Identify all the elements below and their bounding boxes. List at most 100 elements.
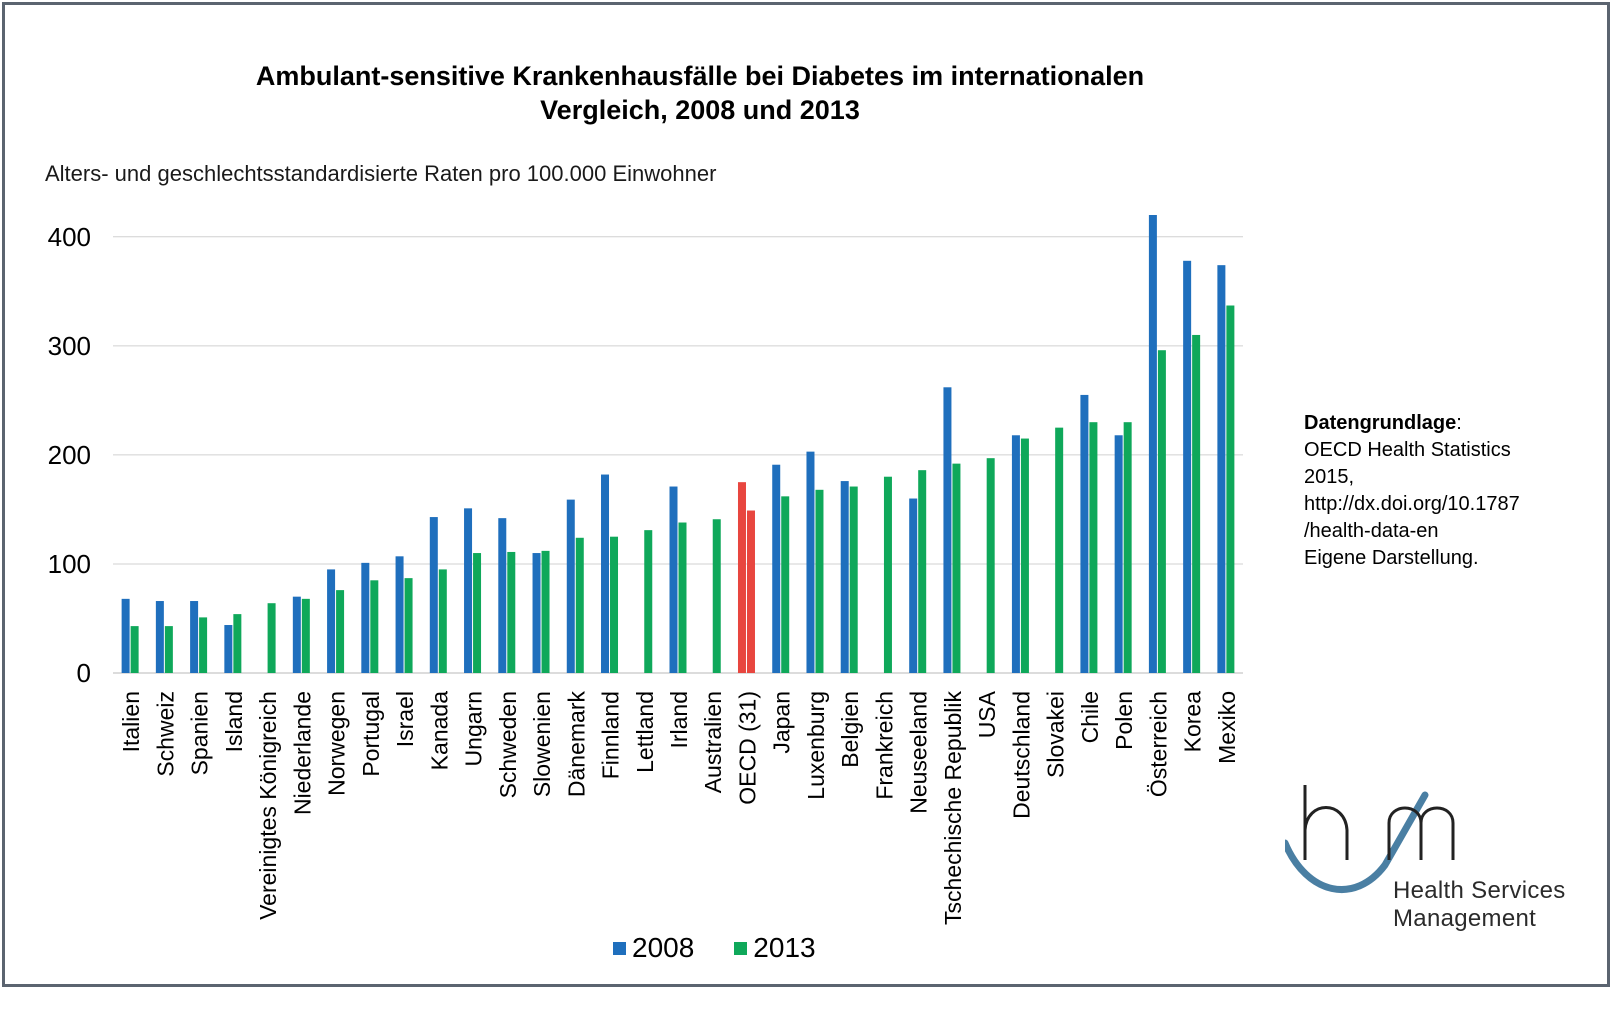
x-tick-label: Australien — [700, 691, 726, 793]
bar-2008-14 — [601, 474, 610, 673]
x-tick-label: USA — [974, 690, 1000, 738]
source-line-2: 2015, — [1304, 466, 1355, 488]
bar-2008-31 — [1183, 260, 1192, 673]
x-tick-label: Schweiz — [152, 691, 178, 777]
bar-2008-29 — [1114, 435, 1123, 673]
bar-2013-13 — [575, 537, 584, 673]
chart-title: Ambulant-sensitive Krankenhausfälle bei … — [155, 59, 1245, 127]
hsm-logo-mark — [1281, 785, 1455, 893]
bar-2013-3 — [233, 614, 242, 673]
bar-2013-12 — [541, 550, 550, 673]
bar-2008-10 — [464, 508, 473, 673]
source-label: Datengrundlage — [1304, 412, 1457, 434]
x-tick-label: Neuseeland — [906, 691, 932, 814]
y-tick-label: 200 — [48, 440, 91, 470]
x-tick-label: Österreich — [1145, 691, 1171, 797]
bar-2008-1 — [155, 601, 164, 673]
bar-2013-14 — [610, 536, 619, 673]
x-tick-label: Polen — [1111, 691, 1137, 750]
x-tick-label: Tschechische Republik — [940, 691, 966, 925]
bar-2013-1 — [164, 626, 173, 673]
x-tick-label: Italien — [118, 691, 144, 752]
data-source-note: Datengrundlage: OECD Health Statistics 2… — [1304, 410, 1564, 572]
x-tick-label: Mexiko — [1214, 691, 1240, 764]
bar-2008-28 — [1080, 394, 1089, 673]
x-tick-label: OECD (31) — [734, 691, 760, 805]
x-tick-label: Niederlande — [289, 691, 315, 815]
chart-title-line-2: Vergleich, 2008 und 2013 — [540, 95, 860, 125]
logo-line-2: Management — [1393, 905, 1537, 932]
bar-2013-7 — [370, 580, 379, 673]
bar-2013-31 — [1192, 334, 1201, 673]
x-tick-label: Kanada — [426, 691, 452, 771]
bar-2013-17 — [712, 519, 721, 673]
source-line-1: OECD Health Statistics — [1304, 439, 1511, 461]
bar-2013-30 — [1157, 350, 1166, 673]
x-tick-label: Slowenien — [529, 691, 555, 797]
bar-2008-30 — [1148, 215, 1157, 673]
chart-frame: Ambulant-sensitive Krankenhausfälle bei … — [2, 2, 1610, 987]
bar-2013-29 — [1123, 422, 1132, 673]
bar-2013-0 — [130, 626, 139, 673]
bar-2013-11 — [507, 551, 516, 673]
bar-2013-20 — [815, 489, 824, 673]
bar-2008-21 — [840, 481, 849, 673]
x-tick-label: Portugal — [358, 691, 384, 777]
bar-2013-27 — [1055, 427, 1064, 673]
x-tick-label: Irland — [666, 691, 692, 749]
bar-2013-19 — [781, 496, 790, 673]
bar-2013-18 — [746, 510, 755, 673]
bar-2013-4 — [267, 603, 276, 673]
bar-2008-18 — [737, 482, 746, 673]
x-tick-label: Slovakei — [1043, 691, 1069, 778]
bar-2008-32 — [1217, 265, 1226, 673]
bar-2008-24 — [943, 387, 952, 673]
bar-2008-12 — [532, 553, 541, 673]
bar-2013-32 — [1226, 305, 1235, 673]
y-tick-label: 100 — [48, 549, 91, 579]
x-tick-label: Finnland — [598, 691, 624, 779]
bar-2008-23 — [909, 498, 918, 673]
bar-2013-6 — [336, 590, 345, 673]
bar-2013-22 — [883, 476, 892, 673]
bar-2013-28 — [1089, 422, 1098, 673]
bar-2013-9 — [438, 569, 447, 673]
bar-2008-7 — [361, 562, 370, 673]
legend-label-2008: 2008 — [632, 932, 695, 963]
chart-subtitle: Alters- und geschlechtsstandardisierte R… — [45, 161, 717, 186]
legend-swatch-2013 — [734, 941, 748, 955]
x-tick-label: Lettland — [632, 691, 658, 773]
source-line-3: http://dx.doi.org/10.1787 — [1304, 493, 1520, 515]
bar-2008-6 — [327, 569, 336, 673]
bar-2013-8 — [404, 578, 413, 673]
bar-2008-2 — [190, 601, 199, 673]
bar-2013-2 — [199, 617, 208, 673]
chart-title-line-1: Ambulant-sensitive Krankenhausfälle bei … — [255, 61, 1145, 91]
bar-2013-24 — [952, 463, 961, 673]
legend-item-2008: 2008 — [613, 932, 694, 964]
bar-2013-10 — [473, 553, 482, 673]
x-tick-label: Chile — [1077, 691, 1103, 743]
source-colon: : — [1456, 412, 1462, 434]
y-tick-label: 0 — [77, 658, 91, 688]
bar-2008-8 — [395, 556, 404, 673]
bar-2013-16 — [678, 522, 687, 673]
y-tick-label: 300 — [48, 331, 91, 361]
bar-2013-15 — [644, 530, 653, 673]
logo-line-1: Health Services — [1393, 877, 1566, 904]
x-tick-label: Israel — [392, 691, 418, 747]
source-line-5: Eigene Darstellung. — [1304, 547, 1479, 569]
bar-2008-9 — [429, 517, 438, 673]
x-tick-label: Dänemark — [563, 691, 589, 798]
y-tick-label: 400 — [48, 222, 91, 252]
bar-2008-5 — [292, 596, 301, 673]
x-tick-label: Island — [221, 691, 247, 752]
x-tick-label: Schweden — [495, 691, 521, 798]
x-tick-label: Norwegen — [324, 691, 350, 796]
bar-2008-19 — [772, 464, 781, 673]
x-tick-label: Deutschland — [1008, 691, 1034, 819]
bar-chart: 0 100 200 300 400 Italien Schweiz Spanien Island… — [48, 215, 1243, 925]
bar-2013-25 — [986, 458, 995, 673]
x-tick-label: Korea — [1180, 691, 1206, 753]
chart-legend: 2008 2013 — [613, 932, 856, 964]
